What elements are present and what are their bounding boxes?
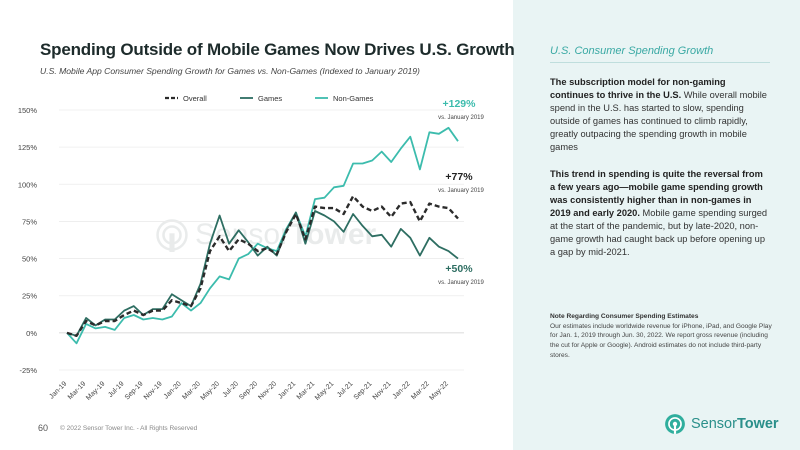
x-tick-label: Sep-20: [238, 380, 259, 401]
x-tick-label: May-20: [200, 380, 222, 402]
y-tick-label: 150%: [18, 106, 38, 115]
sidebar-divider: [550, 62, 770, 63]
annotation-sub: vs. January 2019: [438, 115, 484, 121]
x-tick-label: Mar-19: [67, 380, 88, 401]
page-subtitle: U.S. Mobile App Consumer Spending Growth…: [40, 66, 420, 76]
chart-legend: Overall Games Non-Games: [165, 94, 374, 103]
legend-label: Overall: [183, 94, 207, 103]
x-tick-label: Jan-21: [277, 380, 297, 400]
page-title: Spending Outside of Mobile Games Now Dri…: [40, 40, 515, 59]
y-tick-label: 25%: [22, 292, 37, 301]
legend-label: Games: [258, 94, 282, 103]
x-tick-label: May-21: [314, 380, 336, 402]
note-text: Our estimates include worldwide revenue …: [550, 322, 772, 359]
copyright: © 2022 Sensor Tower Inc. - All Rights Re…: [60, 425, 198, 432]
series-line-games: [66, 210, 459, 337]
series-line-overall: [66, 194, 459, 338]
logo-text-part1: Sensor: [691, 416, 737, 432]
estimates-note: Note Regarding Consumer Spending Estimat…: [550, 312, 775, 361]
x-tick-label: Mar-21: [296, 380, 317, 401]
sidebar-heading: U.S. Consumer Spending Growth: [550, 45, 714, 57]
series-line-non-games: [66, 126, 459, 345]
sidebar-paragraph-1: The subscription model for non-gaming co…: [550, 76, 770, 154]
p2-bold: This trend in spending is quite the reve…: [550, 169, 763, 218]
chart-gridlines: [59, 109, 464, 371]
sidebar-paragraph-2: This trend in spending is quite the reve…: [550, 168, 770, 259]
x-tick-label: May-22: [428, 380, 450, 402]
legend-label: Non-Games: [333, 94, 374, 103]
x-tick-label: Jan-22: [392, 380, 412, 400]
annotation-value: +77%: [445, 171, 473, 183]
x-tick-label: Jan-19: [48, 380, 68, 400]
x-tick-label: Mar-22: [410, 380, 431, 401]
annotation-value: +50%: [445, 263, 473, 275]
note-heading: Note Regarding Consumer Spending Estimat…: [550, 313, 699, 320]
y-tick-label: -25%: [19, 366, 37, 375]
x-tick-label: Mar-20: [181, 380, 202, 401]
main-panel: [0, 0, 513, 450]
annotation-sub: vs. January 2019: [438, 280, 484, 286]
x-tick-label: Nov-20: [257, 380, 278, 401]
y-tick-label: 125%: [18, 143, 38, 152]
chart-series-lines: [66, 126, 459, 345]
y-tick-label: 75%: [22, 217, 37, 226]
x-tick-label: Jan-20: [163, 380, 183, 400]
sensor-tower-icon: [665, 414, 685, 434]
line-chart: -25% 0% 25% 50% 75% 100% 125% 150% Jan-19Mar-19…: [18, 94, 485, 402]
annotation-value: +129%: [443, 98, 477, 110]
chart-y-axis: -25% 0% 25% 50% 75% 100% 125% 150%: [18, 106, 38, 375]
p2-text: Mobile game spending surged at the start…: [550, 208, 768, 257]
y-tick-label: 100%: [18, 180, 38, 189]
logo-text-part2: Tower: [736, 416, 779, 432]
x-tick-label: Sep-19: [124, 380, 145, 401]
sensor-tower-logo: SensorTower: [664, 413, 779, 435]
annotation-sub: vs. January 2019: [438, 188, 484, 194]
y-tick-label: 50%: [22, 255, 37, 264]
p1-text: While overall mobile spend in the U.S. h…: [550, 90, 767, 152]
p1-bold: The subscription model for non-gaming co…: [550, 77, 726, 100]
x-tick-label: Nov-21: [372, 380, 393, 401]
x-tick-label: Sep-21: [353, 380, 374, 401]
y-tick-label: 0%: [26, 329, 37, 338]
sidebar-panel: [513, 0, 800, 450]
chart-annotations: +129% vs. January 2019 +77% vs. January 201…: [438, 98, 484, 286]
x-tick-label: May-19: [85, 380, 107, 402]
logo-text: SensorTower: [691, 416, 779, 432]
page-number: 60: [38, 423, 49, 433]
x-tick-label: Nov-19: [143, 380, 164, 401]
